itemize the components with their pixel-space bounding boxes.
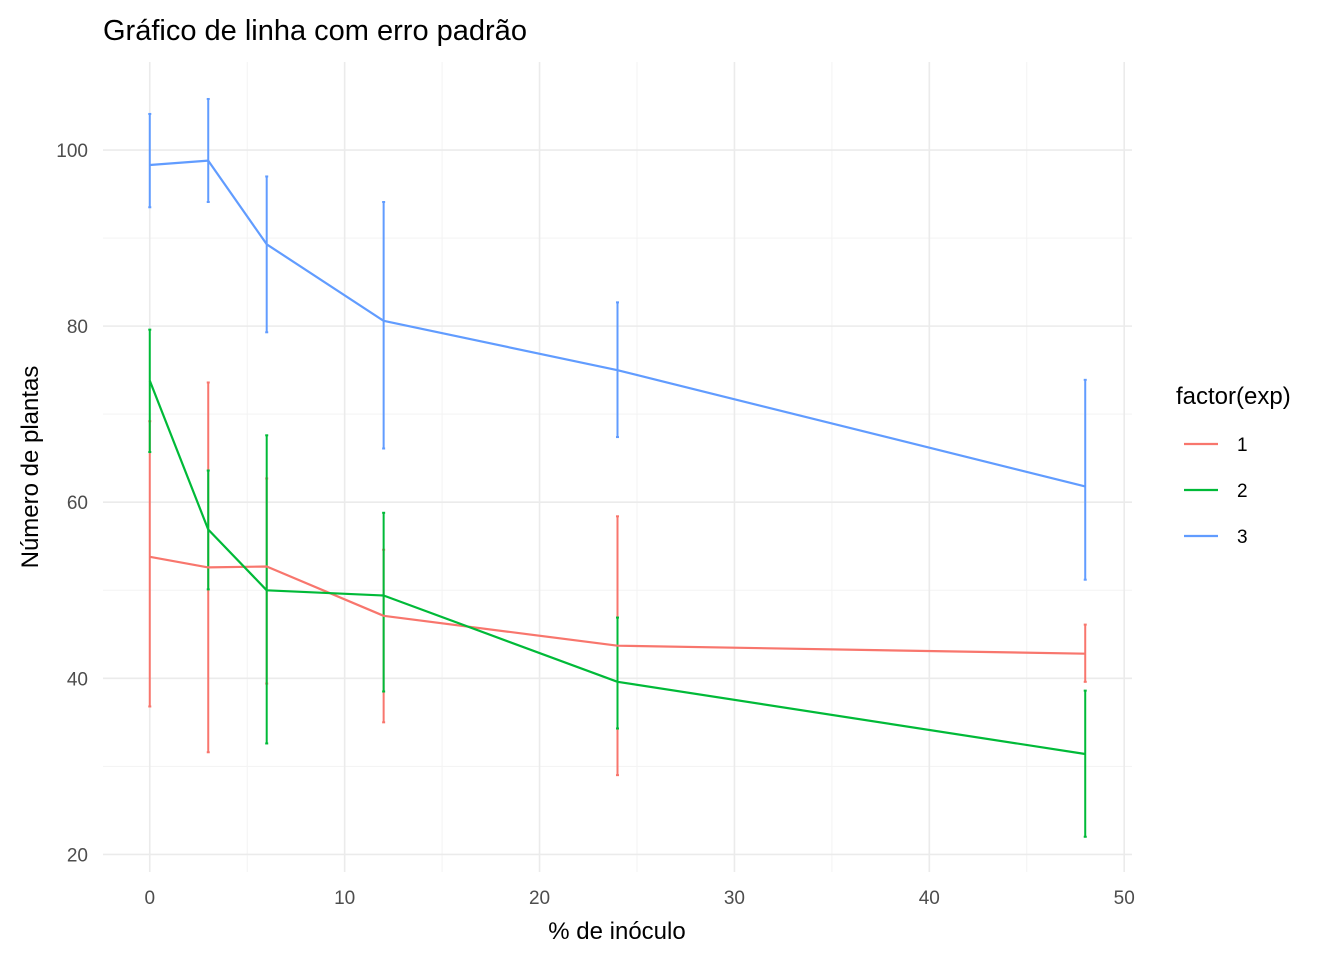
legend-label-series-1: 1 <box>1237 435 1248 456</box>
x-axis-title: % de inóculo <box>548 918 685 945</box>
y-tick-label: 100 <box>56 141 88 162</box>
x-tick-label: 30 <box>724 888 745 909</box>
x-tick-label: 40 <box>919 888 940 909</box>
y-tick-label: 20 <box>67 845 88 866</box>
x-tick-label: 10 <box>334 888 355 909</box>
x-tick-label: 0 <box>144 888 155 909</box>
y-tick-label: 60 <box>67 493 88 514</box>
series-lines <box>148 159 1086 756</box>
legend-title: factor(exp) <box>1176 383 1291 410</box>
legend: factor(exp) 1 2 3 <box>1176 383 1291 548</box>
y-axis-ticks: 20 40 60 80 100 <box>56 141 88 866</box>
x-axis-ticks: 0 10 20 30 40 50 <box>144 888 1134 909</box>
x-tick-label: 50 <box>1114 888 1135 909</box>
legend-label-series-2: 2 <box>1237 481 1248 502</box>
chart-title: Gráfico de linha com erro padrão <box>103 15 527 47</box>
y-axis-title: Número de plantas <box>17 366 44 569</box>
x-tick-label: 20 <box>529 888 550 909</box>
line-series-1 <box>149 555 1086 655</box>
error-bars <box>148 97 1087 838</box>
y-tick-label: 80 <box>67 317 88 338</box>
line-series-2 <box>148 380 1086 756</box>
y-tick-label: 40 <box>67 669 88 690</box>
legend-label-series-3: 3 <box>1237 527 1248 548</box>
line-series-3 <box>149 159 1086 488</box>
